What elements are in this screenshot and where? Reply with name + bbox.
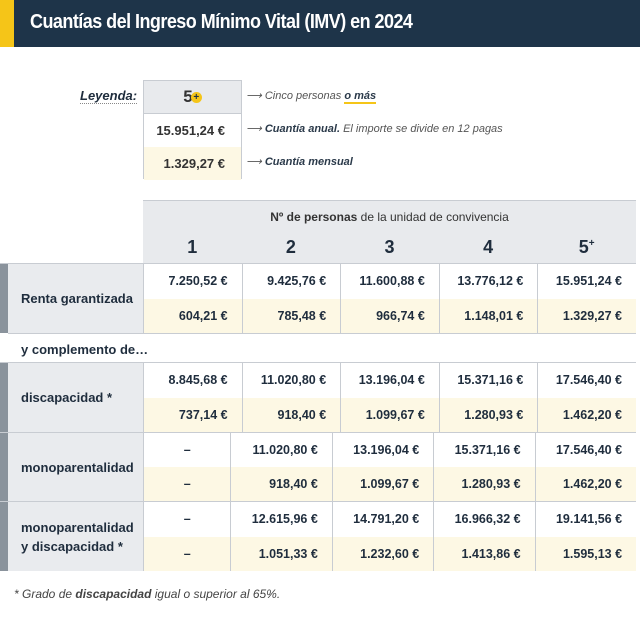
row-label-text: Renta garantizada — [21, 291, 133, 306]
monthly-cell: 918,40 € — [241, 397, 341, 432]
table-row: monoparentalidad y discapacidad * –12.61… — [0, 501, 636, 571]
annual-cell: 12.615,96 € — [230, 502, 331, 537]
column-header: 4 — [483, 237, 494, 257]
legend-desc-text: El importe se divide en 12 pagas — [343, 123, 503, 135]
row-label: discapacidad * — [8, 363, 143, 432]
table-header: Nº de personas de la unidad de convivenc… — [143, 200, 636, 263]
legend-desc-annual: ⟶ Cuantía anual. El importe se divide en… — [246, 123, 503, 135]
footnote-text: igual o superior al 65%. — [154, 587, 281, 601]
caption-text: de la unidad de convivencia — [360, 210, 509, 224]
annual-cell: 11.020,80 € — [241, 363, 341, 398]
footnote-text: * Grado de — [14, 587, 73, 601]
legend-desc-em: o más — [344, 90, 377, 104]
monthly-cell: 918,40 € — [230, 467, 331, 501]
legend-desc-text: Cinco personas — [264, 90, 342, 102]
legend-desc-monthly: ⟶ Cuantía mensual — [246, 156, 353, 168]
column-header: 5+ — [537, 237, 636, 258]
monthly-cell: 1.413,86 € — [433, 536, 534, 571]
row-label: monoparentalidad y discapacidad * — [8, 502, 143, 571]
annual-cell: 8.845,68 € — [143, 363, 242, 398]
column-header: 2 — [285, 237, 296, 257]
row-label-text: monoparentalidad y discapacidad * — [21, 519, 134, 554]
legend-desc-bold: Cuantía mensual — [264, 156, 353, 168]
row-marker — [0, 502, 8, 571]
column-number: 5 — [578, 237, 589, 257]
annual-cell: 15.371,16 € — [438, 363, 538, 398]
monthly-subrow: –918,40 €1.099,67 €1.280,93 €1.462,20 € — [143, 467, 636, 501]
legend-header-cell: 5 + — [144, 81, 241, 114]
annual-cell: 14.791,20 € — [331, 502, 433, 537]
row-label-text: monoparentalidad — [21, 459, 134, 475]
annual-subrow: 8.845,68 €11.020,80 €13.196,04 €15.371,1… — [143, 363, 636, 398]
annual-cell: 19.141,56 € — [534, 502, 636, 537]
monthly-cell: 1.280,93 € — [438, 397, 538, 432]
monthly-cell: 1.099,67 € — [340, 397, 439, 432]
caption-bold: Nº de personas — [270, 210, 358, 224]
legend-monthly: 1.329,27 € — [144, 147, 241, 180]
monthly-cell: 1.232,60 € — [331, 536, 433, 571]
monthly-cell: 1.099,67 € — [331, 467, 433, 501]
annual-subrow: 7.250,52 €9.425,76 €11.600,88 €13.776,12… — [143, 264, 636, 299]
plus-badge-icon: + — [190, 91, 202, 103]
monthly-cell: 966,74 € — [340, 298, 439, 333]
column-header: 1 — [187, 237, 198, 257]
title-bar: Cuantías del Ingreso Mínimo Vital (IMV) … — [0, 0, 640, 47]
table-row: Renta garantizada 7.250,52 €9.425,76 €11… — [0, 263, 636, 333]
annual-cell: – — [143, 502, 230, 537]
legend-desc-bold: Cuantía anual. — [264, 123, 341, 135]
page-title: Cuantías del Ingreso Mínimo Vital (IMV) … — [30, 11, 413, 33]
monthly-cell: 604,21 € — [143, 298, 242, 333]
monthly-cell: 1.280,93 € — [433, 467, 534, 501]
annual-subrow: –12.615,96 €14.791,20 €16.966,32 €19.141… — [143, 502, 636, 537]
monthly-cell: 1.462,20 € — [534, 467, 636, 501]
monthly-cell: 737,14 € — [143, 397, 242, 432]
accent-strip — [0, 0, 14, 47]
monthly-cell: 1.462,20 € — [537, 397, 636, 432]
legend-box: 5 + 15.951,24 € 1.329,27 € — [143, 80, 242, 180]
column-sup: + — [588, 238, 595, 249]
annual-cell: 13.776,12 € — [438, 264, 538, 299]
monthly-cell: 1.329,27 € — [537, 298, 636, 333]
table-row: discapacidad * 8.845,68 €11.020,80 €13.1… — [0, 362, 636, 432]
table-caption: Nº de personas de la unidad de convivenc… — [143, 210, 636, 224]
monthly-cell: – — [143, 536, 230, 571]
annual-cell: 13.196,04 € — [340, 363, 439, 398]
annual-cell: 11.600,88 € — [340, 264, 439, 299]
annual-cell: 9.425,76 € — [241, 264, 341, 299]
annual-cell: 17.546,40 € — [534, 433, 636, 467]
monthly-cell: 1.595,13 € — [534, 536, 636, 571]
annual-cell: 7.250,52 € — [143, 264, 242, 299]
legend-header-number: 5 — [183, 87, 193, 106]
row-marker — [0, 363, 8, 432]
column-header: 3 — [384, 237, 395, 257]
row-marker — [0, 433, 8, 501]
table-row: monoparentalidad –11.020,80 €13.196,04 €… — [0, 432, 636, 501]
row-marker — [0, 264, 8, 333]
monthly-cell: 1.051,33 € — [230, 536, 331, 571]
monthly-cell: 785,48 € — [241, 298, 341, 333]
annual-cell: 13.196,04 € — [331, 433, 433, 467]
complement-label: y complemento de… — [8, 333, 636, 362]
legend-annual: 15.951,24 € — [156, 123, 225, 138]
monthly-subrow: 737,14 €918,40 €1.099,67 €1.280,93 €1.46… — [143, 397, 636, 432]
monthly-subrow: –1.051,33 €1.232,60 €1.413,86 €1.595,13 … — [143, 536, 636, 571]
legend-label: Leyenda: — [80, 88, 138, 104]
annual-cell: 16.966,32 € — [433, 502, 534, 537]
row-label-text: discapacidad * — [21, 390, 113, 405]
monthly-subrow: 604,21 €785,48 €966,74 €1.148,01 €1.329,… — [143, 298, 636, 333]
annual-cell: 17.546,40 € — [537, 363, 636, 398]
annual-cell: 11.020,80 € — [230, 433, 331, 467]
monthly-cell: – — [143, 467, 230, 501]
annual-cell: 15.951,24 € — [537, 264, 636, 299]
row-label: Renta garantizada — [8, 264, 143, 333]
annual-cell: – — [143, 433, 230, 467]
annual-cell: 15.371,16 € — [433, 433, 534, 467]
footnote-bold: discapacidad — [75, 587, 152, 601]
monthly-cell: 1.148,01 € — [438, 298, 538, 333]
footnote: * Grado de discapacidad igual o superior… — [14, 587, 280, 601]
annual-subrow: –11.020,80 €13.196,04 €15.371,16 €17.546… — [143, 433, 636, 467]
row-label: monoparentalidad — [8, 433, 143, 501]
legend-desc-header: ⟶ Cinco personas o más — [246, 90, 377, 104]
